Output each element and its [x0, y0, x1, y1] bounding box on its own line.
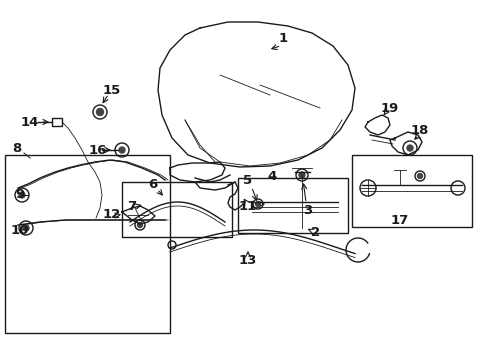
Bar: [5, 155, 170, 333]
Text: 15: 15: [102, 84, 121, 96]
Circle shape: [96, 108, 103, 116]
Circle shape: [417, 174, 422, 179]
Text: 9: 9: [16, 189, 24, 202]
Text: 4: 4: [267, 170, 276, 183]
Text: 14: 14: [21, 116, 39, 129]
Bar: [52, 118, 62, 126]
Text: 17: 17: [390, 213, 408, 226]
Circle shape: [23, 225, 29, 231]
Text: 7: 7: [127, 201, 136, 213]
Bar: [238, 178, 347, 233]
Circle shape: [19, 192, 25, 198]
Circle shape: [119, 147, 125, 153]
Circle shape: [255, 202, 260, 207]
Text: 13: 13: [238, 253, 257, 266]
Text: 6: 6: [148, 179, 157, 192]
Circle shape: [406, 145, 412, 151]
Text: 12: 12: [102, 208, 121, 221]
Bar: [122, 182, 231, 237]
Text: 2: 2: [311, 225, 320, 238]
Bar: [351, 155, 471, 227]
Text: 19: 19: [380, 102, 398, 114]
Text: 18: 18: [410, 123, 428, 136]
Text: 11: 11: [238, 201, 257, 213]
Text: 3: 3: [303, 203, 312, 216]
Circle shape: [298, 172, 305, 178]
Text: 1: 1: [278, 31, 287, 45]
Text: 16: 16: [89, 144, 107, 157]
Text: 8: 8: [12, 141, 21, 154]
Circle shape: [137, 222, 142, 228]
Text: 5: 5: [243, 174, 252, 186]
Text: 10: 10: [11, 224, 29, 237]
